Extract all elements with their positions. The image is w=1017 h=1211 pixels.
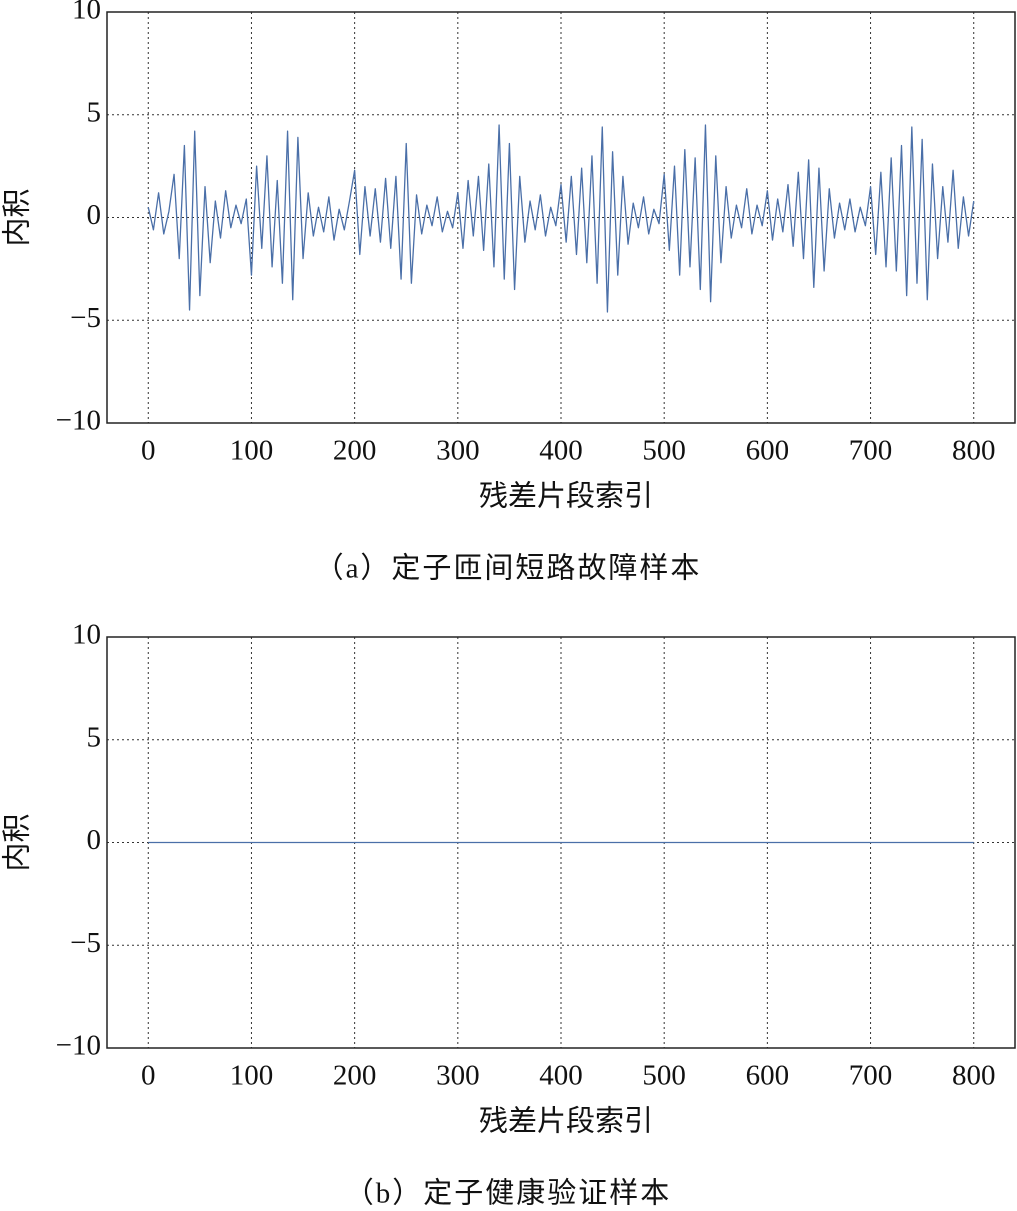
x-tick-label: 100 bbox=[230, 435, 274, 467]
x-tick-label: 700 bbox=[849, 1060, 893, 1092]
x-tick-label: 0 bbox=[141, 1060, 156, 1092]
y-tick-label: 10 bbox=[72, 0, 101, 26]
y-tick-label: −10 bbox=[56, 1030, 101, 1062]
x-tick-label: 200 bbox=[333, 435, 377, 467]
x-tick-label: 0 bbox=[141, 435, 156, 467]
y-tick-label: −5 bbox=[70, 302, 101, 334]
caption: （a）定子匝间短路故障样本 bbox=[315, 552, 702, 585]
x-tick-label: 300 bbox=[436, 435, 480, 467]
x-tick-label: 400 bbox=[539, 1060, 583, 1092]
x-tick-label: 400 bbox=[539, 435, 583, 467]
x-tick-label: 600 bbox=[746, 1060, 790, 1092]
y-tick-label: 5 bbox=[87, 721, 102, 753]
x-axis-label: 残差片段索引 bbox=[479, 1105, 653, 1138]
y-tick-label: 10 bbox=[72, 619, 101, 651]
x-tick-label: 500 bbox=[642, 1060, 686, 1092]
plot-frame bbox=[106, 11, 1016, 424]
x-tick-label: 100 bbox=[230, 1060, 274, 1092]
y-tick-label: −5 bbox=[70, 927, 101, 959]
y-tick-label: 5 bbox=[87, 96, 102, 128]
x-tick-label: 700 bbox=[849, 435, 893, 467]
x-tick-label: 200 bbox=[333, 1060, 377, 1092]
plot-frame bbox=[106, 636, 1016, 1049]
x-tick-label: 600 bbox=[746, 435, 790, 467]
y-tick-label: 0 bbox=[87, 824, 102, 856]
x-axis-label: 残差片段索引 bbox=[479, 480, 653, 513]
y-axis-label: 内积 bbox=[1, 188, 34, 246]
y-tick-label: 0 bbox=[87, 199, 102, 231]
data-line bbox=[147, 124, 975, 313]
x-tick-label: 300 bbox=[436, 1060, 480, 1092]
x-tick-label: 500 bbox=[642, 435, 686, 467]
x-tick-label: 800 bbox=[952, 1060, 996, 1092]
y-axis-label: 内积 bbox=[1, 813, 34, 871]
y-tick-label: −10 bbox=[56, 405, 101, 437]
x-tick-label: 800 bbox=[952, 435, 996, 467]
caption: （b）定子健康验证样本 bbox=[345, 1177, 672, 1210]
